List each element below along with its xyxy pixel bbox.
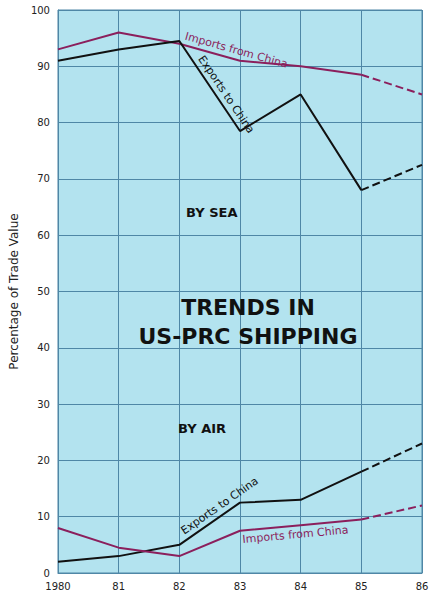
svg-text:10: 10	[37, 511, 50, 522]
svg-text:84: 84	[294, 581, 307, 592]
svg-text:0: 0	[44, 568, 50, 579]
svg-text:81: 81	[112, 581, 125, 592]
svg-text:30: 30	[37, 399, 50, 410]
svg-text:82: 82	[173, 581, 186, 592]
svg-text:40: 40	[37, 342, 50, 353]
svg-text:83: 83	[234, 581, 247, 592]
svg-text:1980: 1980	[45, 581, 70, 592]
svg-text:Imports from China: Imports from China	[183, 29, 290, 71]
svg-text:60: 60	[37, 230, 50, 241]
svg-text:Imports from China: Imports from China	[242, 523, 349, 546]
svg-text:US-PRC SHIPPING: US-PRC SHIPPING	[138, 324, 357, 349]
svg-text:Exports to China: Exports to China	[179, 474, 261, 537]
svg-text:BY SEA: BY SEA	[186, 205, 237, 220]
svg-text:50: 50	[37, 286, 50, 297]
svg-text:TRENDS IN: TRENDS IN	[181, 295, 315, 320]
svg-text:20: 20	[37, 455, 50, 466]
svg-text:80: 80	[37, 117, 50, 128]
svg-text:Exports to China: Exports to China	[195, 53, 257, 136]
svg-text:BY AIR: BY AIR	[178, 421, 226, 436]
svg-text:100: 100	[31, 5, 50, 16]
svg-text:85: 85	[355, 581, 368, 592]
svg-text:Percentage of Trade Value: Percentage of Trade Value	[7, 213, 21, 369]
svg-text:86: 86	[416, 581, 429, 592]
svg-text:90: 90	[37, 61, 50, 72]
svg-text:70: 70	[37, 173, 50, 184]
